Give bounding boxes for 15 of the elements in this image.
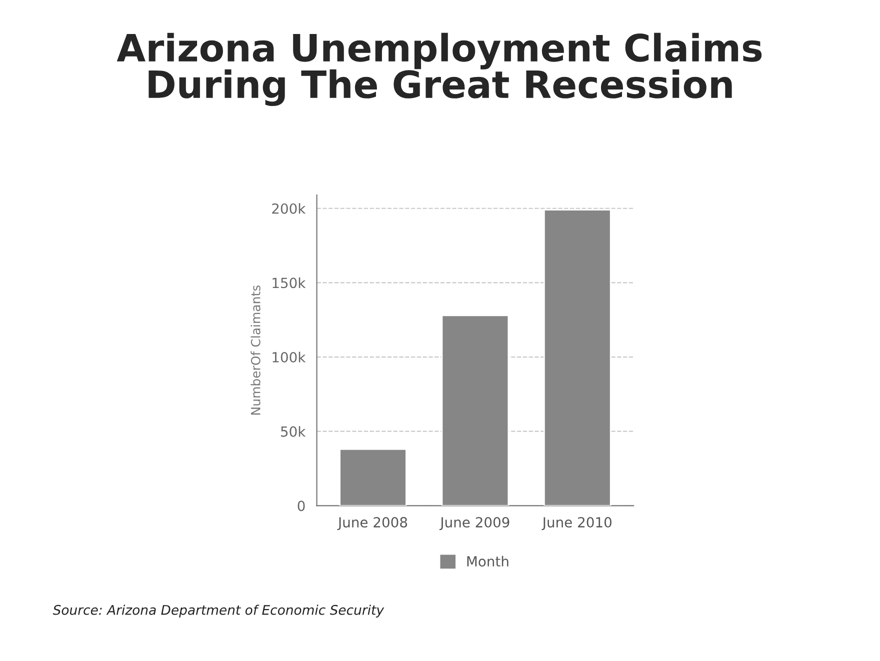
- bar: [543, 209, 612, 506]
- x-tick-label: June 2008: [337, 517, 408, 530]
- y-tick-label: 100k: [272, 352, 306, 362]
- bar: [339, 448, 407, 506]
- source-note: Source: Arizona Department of Economic Security: [52, 604, 384, 618]
- y-axis-title: NumberOf Claimants: [250, 285, 260, 415]
- x-tick-label: June 2010: [542, 517, 612, 530]
- bar: [441, 314, 510, 506]
- y-tick-label: 0: [298, 500, 305, 512]
- y-tick-label: 50k: [281, 426, 306, 437]
- y-tick-label: 150k: [272, 277, 306, 288]
- y-tick-label: 200k: [272, 203, 306, 214]
- legend-label: Month: [467, 556, 508, 567]
- chart-title: Arizona Unemployment Claims During The Great Recession: [116, 32, 762, 106]
- x-tick-label: June 2009: [439, 517, 510, 530]
